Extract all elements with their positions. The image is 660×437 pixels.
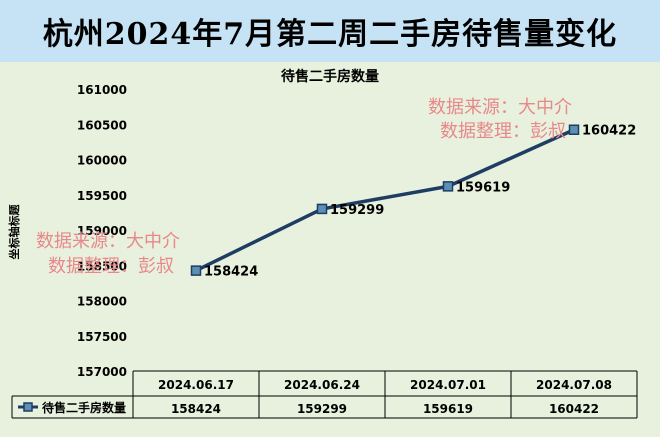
line-chart: 待售二手房数量 坐标轴标题 161000 160500 160000 159500 15… — [7, 68, 638, 419]
data-label: 159299 — [330, 203, 384, 218]
data-point-marker — [316, 203, 328, 215]
y-tick-label: 160000 — [77, 154, 127, 168]
chart-title: 待售二手房数量 — [281, 68, 379, 85]
y-tick-label: 159500 — [77, 189, 127, 203]
watermark-source-1: 数据来源：大中介 — [428, 97, 572, 118]
table-value-cell: 160422 — [549, 402, 599, 416]
data-label: 158424 — [204, 265, 258, 280]
watermark-author-1: 数据整理：彭叔 — [440, 121, 566, 142]
series-line-group: 158424 159299 159619 160422 — [190, 124, 636, 280]
data-label: 159619 — [456, 180, 510, 195]
watermark-source-2: 数据来源：大中介 — [36, 231, 180, 252]
data-point-marker — [442, 181, 454, 192]
x-category-label: 2024.06.17 — [158, 378, 234, 392]
series-line — [195, 128, 575, 273]
data-label: 160422 — [582, 124, 636, 139]
y-axis-ticks: 161000 160500 160000 159500 159000 158500 1580… — [77, 83, 127, 379]
y-tick-label: 160500 — [77, 118, 127, 132]
legend-key-marker — [23, 402, 33, 412]
x-category-label: 2024.06.24 — [284, 378, 360, 392]
table-value-cell: 159299 — [297, 402, 347, 416]
y-tick-label: 158000 — [77, 295, 127, 309]
legend-series-name: 待售二手房数量 — [42, 400, 126, 415]
data-point-marker — [568, 124, 580, 135]
table-value-cell: 158424 — [171, 402, 221, 416]
table-value-cell: 159619 — [423, 402, 473, 416]
y-axis-label: 坐标轴标题 — [7, 204, 21, 260]
watermark-author-2: 数据整理：彭叔 — [48, 256, 174, 277]
y-tick-label: 161000 — [77, 83, 127, 97]
x-category-label: 2024.07.08 — [536, 378, 612, 392]
data-table: 2024.06.17 2024.06.24 2024.07.01 2024.07.08… — [11, 370, 638, 419]
chart-panel: 待售二手房数量 坐标轴标题 161000 160500 160000 159500 15… — [0, 62, 660, 437]
watermark-group: 数据来源：大中介 数据整理：彭叔 数据来源：大中介 数据整理：彭叔 — [36, 97, 572, 277]
page-title: 杭州2024年7月第二周二手房待售量变化 — [0, 0, 660, 62]
y-tick-label: 157500 — [77, 330, 127, 344]
data-point-marker — [190, 265, 202, 276]
y-tick-label: 157000 — [77, 365, 127, 379]
y-tick-label: 158500 — [77, 259, 127, 273]
y-tick-label: 159000 — [77, 224, 127, 238]
x-category-label: 2024.07.01 — [410, 378, 486, 392]
